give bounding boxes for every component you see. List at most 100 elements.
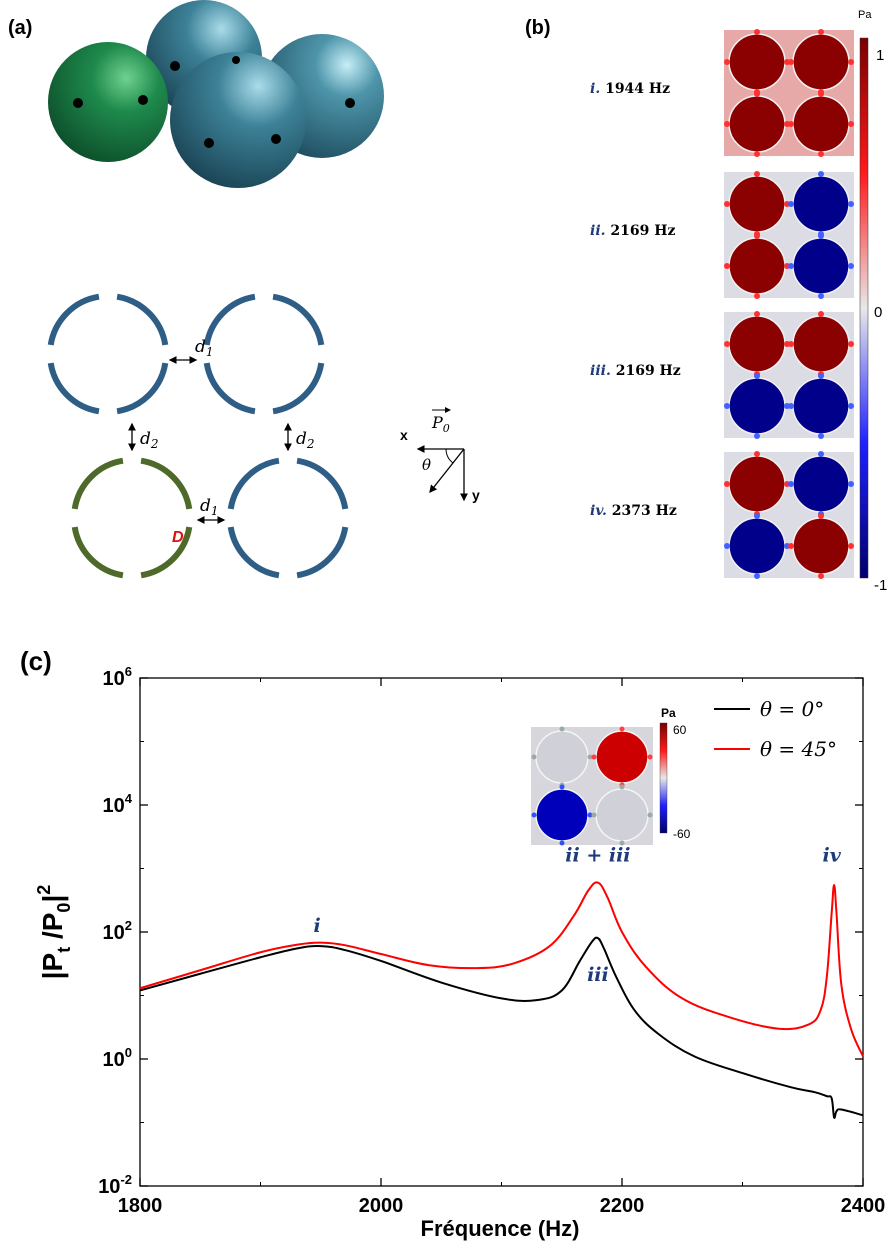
- inset-max: 60: [673, 723, 687, 737]
- ring-arc: [47, 293, 100, 346]
- resonator-field: [792, 517, 850, 575]
- ring-arc: [71, 457, 124, 510]
- legend-label-1: θ = 45°: [760, 737, 837, 761]
- mode-label-2: ii. 2169 Hz: [590, 223, 675, 239]
- resonator-field: [728, 455, 786, 513]
- sphere-hole: [204, 138, 214, 148]
- d2-right-label: d2: [296, 429, 315, 451]
- mode-map-1: [724, 29, 854, 157]
- ring-arc: [296, 526, 349, 579]
- ring-arc: [140, 526, 193, 579]
- panel-label-c: (c): [20, 646, 52, 676]
- sphere-front: [170, 52, 306, 188]
- D-label: D: [172, 529, 184, 546]
- peak-annotation: iv: [823, 844, 842, 866]
- d1-top-label: d1: [195, 337, 214, 359]
- legend: θ = 0° θ = 45°: [714, 697, 837, 761]
- x-tick-label: 2200: [600, 1195, 645, 1217]
- colorbar-unit: Pa: [858, 9, 872, 21]
- ring-arc: [272, 362, 325, 415]
- resonator-field: [792, 175, 850, 233]
- sphere-hole: [138, 95, 148, 105]
- series-line-0: [139, 936, 864, 1119]
- mode-label-1: i. 1944 Hz: [590, 81, 670, 97]
- resonator-rings: [47, 293, 349, 579]
- mode-label-3: iii. 2169 Hz: [590, 363, 681, 379]
- mode-map-3: [724, 311, 854, 439]
- dimension-annotations: d1 d2 d2 d1 D: [128, 337, 315, 546]
- sphere-cluster: [48, 0, 384, 188]
- resonator-field: [728, 33, 786, 91]
- resonator-field: [728, 517, 786, 575]
- theta-label: θ: [422, 456, 431, 474]
- inset-unit: Pa: [661, 706, 676, 720]
- x-tick-label: 2000: [359, 1195, 404, 1217]
- peak-annotation: ii + iii: [565, 844, 630, 866]
- axis-ticks: 1800 2000 2200 2400 10-2 100 102 104 106: [98, 664, 885, 1217]
- legend-label-0: θ = 0°: [760, 697, 824, 721]
- y-axis-label: y: [472, 487, 480, 503]
- inset-resonator: [595, 730, 649, 784]
- mode-map-2: [724, 171, 854, 299]
- mode-map-4: [724, 451, 854, 579]
- ring-arc: [47, 362, 100, 415]
- d1-bottom-label: d1: [200, 496, 219, 518]
- colorbar-max: 1: [876, 47, 884, 64]
- ring-arc: [272, 293, 325, 346]
- x-axis-title: Fréquence (Hz): [421, 1216, 580, 1241]
- inset-resonator: [535, 730, 589, 784]
- x-tick-label: 1800: [118, 1195, 163, 1217]
- peak-annotation: i: [314, 915, 321, 937]
- x-tick-label: 2400: [841, 1195, 886, 1217]
- ring-arc: [227, 457, 280, 510]
- ring-arc: [296, 457, 349, 510]
- sphere-hole: [232, 56, 240, 64]
- peak-annotation: iii: [587, 964, 609, 986]
- peak-annotations: i ii + iii iii iv: [314, 844, 842, 986]
- sphere-hole: [170, 61, 180, 71]
- resonator-field: [792, 377, 850, 435]
- plot-frame: [139, 677, 864, 1187]
- series-line-1: [139, 881, 864, 1057]
- sphere-hole: [271, 134, 281, 144]
- resonator-field: [728, 377, 786, 435]
- ring-arc: [203, 293, 256, 346]
- y-tick-label: 10-2: [98, 1172, 132, 1198]
- resonator-field: [792, 315, 850, 373]
- resonator-field: [792, 33, 850, 91]
- series-lines: [139, 881, 864, 1119]
- inset-colorbar: [659, 722, 668, 834]
- resonator-field: [792, 237, 850, 295]
- sphere-hole: [73, 98, 83, 108]
- transmission-chart: 1800 2000 2200 2400 10-2 100 102 104 106 i ii + i…: [34, 664, 885, 1241]
- y-tick-label: 106: [103, 664, 132, 690]
- mode-label-4: iv. 2373 Hz: [590, 503, 677, 519]
- panel-label-a: (a): [8, 17, 32, 39]
- inset-min: -60: [673, 827, 691, 841]
- p0-label: P0: [431, 413, 450, 435]
- sphere-hole: [345, 98, 355, 108]
- ring-arc: [116, 293, 169, 346]
- inset-field-map: [531, 726, 653, 846]
- resonator-field: [792, 455, 850, 513]
- resonator-field: [728, 237, 786, 295]
- ring-arc: [203, 362, 256, 415]
- ring-arc: [140, 457, 193, 510]
- ring-arc: [71, 526, 124, 579]
- inset-resonator: [535, 788, 589, 842]
- colorbar-mid: 0: [874, 304, 882, 321]
- coordinate-axes: x y θ P0: [400, 407, 480, 503]
- resonator-field: [792, 95, 850, 153]
- x-axis-label: x: [400, 427, 408, 443]
- y-tick-label: 100: [103, 1045, 132, 1071]
- mode-shapes: i. 1944 Hz ii. 2169 Hz iii. 2169 Hz iv. 237…: [590, 29, 854, 579]
- resonator-field: [728, 95, 786, 153]
- resonator-field: [728, 315, 786, 373]
- panel-label-b: (b): [525, 17, 551, 39]
- resonator-field: [728, 175, 786, 233]
- ring-arc: [116, 362, 169, 415]
- colorbar-main: Pa 1 0 -1: [858, 9, 887, 594]
- sphere-green: [48, 42, 168, 162]
- y-axis-title: |Pt /P0|2: [34, 885, 74, 980]
